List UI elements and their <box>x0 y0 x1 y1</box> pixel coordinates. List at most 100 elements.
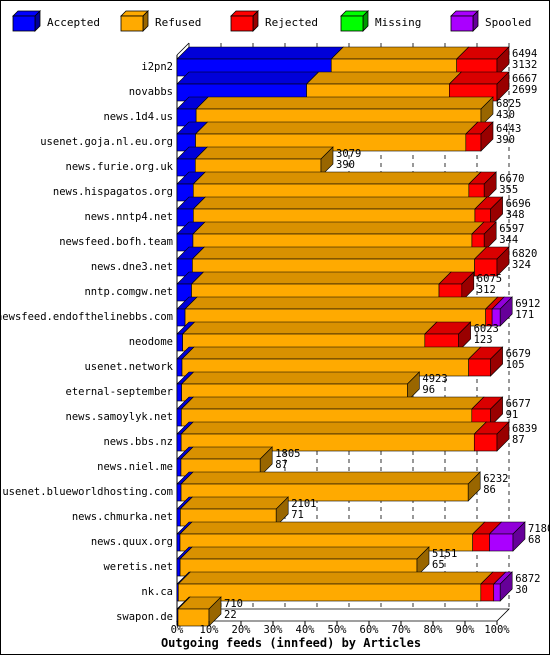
plot-top-corner <box>176 42 190 56</box>
category-label: news.quux.org <box>91 536 173 548</box>
value-label-accepted: 355 <box>499 184 518 196</box>
category-label: news.1d4.us <box>103 111 173 123</box>
value-label-accepted: 87 <box>512 434 525 446</box>
legend-label-refused: Refused <box>155 16 201 29</box>
x-tick-label: 100% <box>484 624 510 636</box>
category-label: usenet.network <box>84 361 173 373</box>
value-label-accepted: 430 <box>496 109 515 121</box>
value-label-accepted: 171 <box>515 309 534 321</box>
value-label-offered: 6494 <box>512 48 537 60</box>
value-label-accepted: 87 <box>275 459 288 471</box>
bar-segment-top <box>179 496 289 510</box>
value-label-offered: 6443 <box>496 123 521 135</box>
bar-segment-accepted <box>176 458 182 477</box>
bar-segment-accepted <box>176 308 186 327</box>
bar-segment-top <box>177 571 494 585</box>
bar-news.1d4.us <box>176 96 494 127</box>
bar-nk.ca <box>176 571 513 602</box>
bar-news.quux.org <box>176 521 526 552</box>
bar-segment-side <box>512 521 526 552</box>
value-label-offered: 6232 <box>483 473 508 485</box>
category-label: news.furie.org.uk <box>66 161 174 173</box>
value-label-offered: 6872 <box>515 573 540 585</box>
bar-usenet.blueworldhosting.com <box>176 471 481 502</box>
legend-label-missing: Missing <box>375 16 421 29</box>
bar-segment-side <box>458 321 471 352</box>
bar-segment-top <box>192 196 488 210</box>
bar-swapon.de <box>176 596 222 627</box>
value-label-accepted: 123 <box>474 334 493 346</box>
bar-segment-accepted <box>176 358 183 377</box>
bar-segment-rejected <box>480 583 495 602</box>
bar-segment-side <box>499 296 513 327</box>
value-label-offered: 2101 <box>291 498 316 510</box>
bar-segment-side <box>275 496 289 527</box>
bar-segment-side <box>483 221 497 252</box>
bar-segment-rejected <box>472 533 490 552</box>
x-tick-label: 10% <box>200 624 220 636</box>
x-axis-title: Outgoing feeds (innfeed) by Articles <box>161 636 421 650</box>
category-label: nk.ca <box>141 586 173 598</box>
legend-swatch-rejected <box>230 15 254 32</box>
bar-segment-top <box>330 46 470 60</box>
x-tick-label: 0% <box>171 624 184 636</box>
value-label-accepted: 390 <box>496 134 515 146</box>
bars <box>176 46 526 627</box>
category-label: nntp.comgw.net <box>84 286 173 298</box>
x-tick-label: 90% <box>456 624 476 636</box>
value-label-accepted: 91 <box>506 409 519 421</box>
category-label: usenet.blueworldhosting.com <box>2 486 173 498</box>
bar-newsfeed.endofthelinebbs.com <box>176 296 513 327</box>
x-tick-label: 30% <box>264 624 284 636</box>
value-label-offered: 6075 <box>477 273 502 285</box>
category-labels: i2pn2 novabbs news.1d4.us usenet.goja.nl.eu… <box>0 61 174 623</box>
bar-segment-accepted <box>176 483 182 502</box>
category-label: news.niel.me <box>97 461 173 473</box>
value-label-offered: 6912 <box>515 298 540 310</box>
legend-label-spooled: Spooled <box>485 16 531 29</box>
bar-news.chmurka.net <box>176 496 289 527</box>
bar-segment-side <box>461 271 475 302</box>
value-label-offered: 6597 <box>499 223 524 235</box>
bar-segment-side <box>320 146 334 177</box>
legend: Accepted Refused Rejected Missing Spooled <box>12 10 531 32</box>
bar-segment-side <box>416 546 430 577</box>
bar-segment-accepted <box>176 408 182 427</box>
value-label-accepted: 71 <box>291 509 304 521</box>
value-label-offered: 6839 <box>512 423 537 435</box>
value-label-offered: 6820 <box>512 248 537 260</box>
category-label: news.dne3.net <box>91 261 173 273</box>
value-label-offered: 710 <box>224 598 243 610</box>
value-label-accepted: 65 <box>432 559 445 571</box>
category-label: news.samoylyk.net <box>66 411 173 423</box>
value-label-offered: 3079 <box>336 148 361 160</box>
x-tick-label: 70% <box>392 624 412 636</box>
value-label-accepted: 96 <box>422 384 435 396</box>
bar-segment-top <box>305 71 463 85</box>
bar-segment-accepted <box>176 558 181 577</box>
x-tick-label: 50% <box>328 624 348 636</box>
category-label: i2pn2 <box>141 61 173 73</box>
bar-news.nntp4.net <box>176 196 504 227</box>
category-label: swapon.de <box>116 611 173 623</box>
category-label: eternal-september <box>66 386 173 398</box>
bar-segment-top <box>192 221 485 235</box>
value-label-accepted: 312 <box>477 284 496 296</box>
bar-news.furie.org.uk <box>176 146 334 177</box>
category-label: neodome <box>129 336 173 348</box>
value-label-accepted: 348 <box>506 209 525 221</box>
bar-segment-side <box>259 446 273 477</box>
value-label-accepted: 344 <box>499 234 518 246</box>
bar-segment-side <box>480 121 494 152</box>
bar-segment-top <box>181 321 438 335</box>
bar-newsfeed.bofh.team <box>176 221 497 252</box>
category-label: newsfeed.bofh.team <box>59 236 173 248</box>
category-label: news.chmurka.net <box>72 511 173 523</box>
bar-segment-side <box>499 571 513 602</box>
category-label: news.nntp4.net <box>84 211 173 223</box>
value-labels: 6494313266672699682543064433903079390667… <box>224 48 550 621</box>
bar-novabbs <box>176 71 510 102</box>
value-label-accepted: 3132 <box>512 59 537 71</box>
